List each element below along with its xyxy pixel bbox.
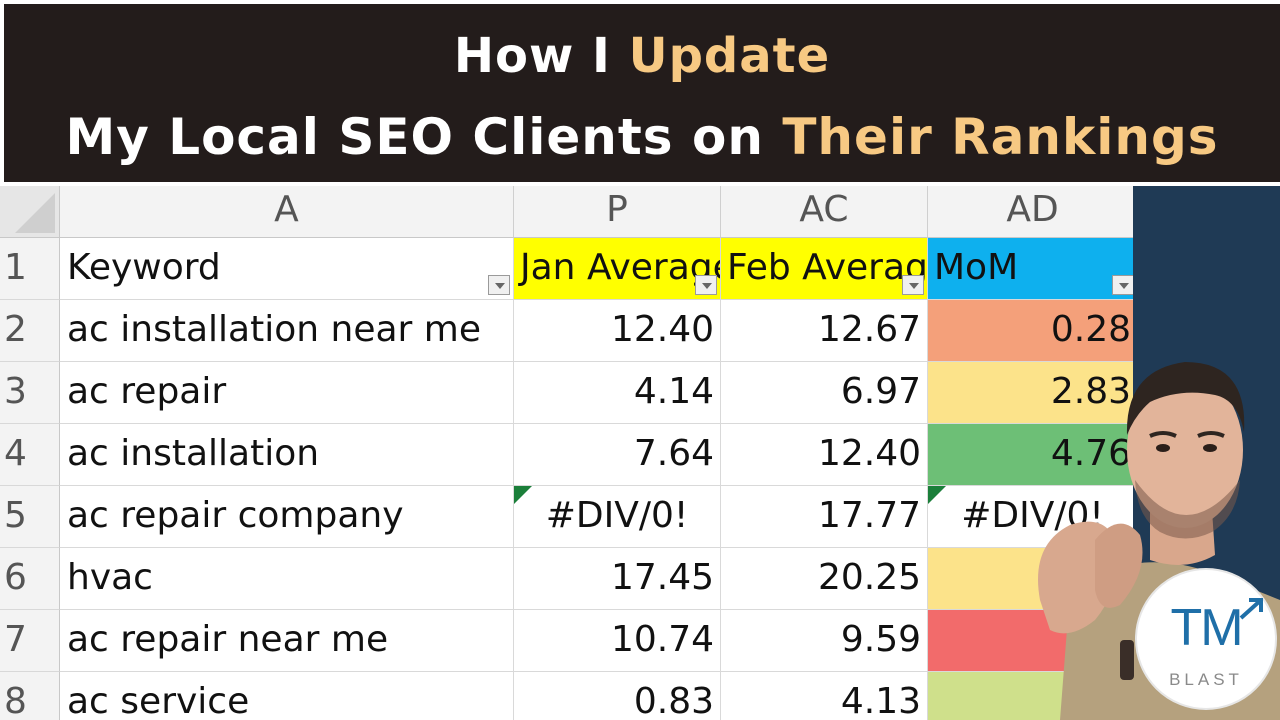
table-cell-keyword[interactable]: ac repair company xyxy=(60,486,514,548)
title-line-1-prefix: How I xyxy=(453,28,629,84)
table-cell-keyword[interactable]: ac service xyxy=(60,672,514,720)
cell-value: 0.28 xyxy=(1050,309,1131,350)
cell-value: 4.76 xyxy=(1050,433,1131,474)
row-header-8[interactable]: 8 xyxy=(0,672,60,720)
logo-word: BLAST xyxy=(1169,670,1243,689)
table-cell-keyword[interactable]: ac repair xyxy=(60,362,514,424)
column-header-ad[interactable]: AD xyxy=(928,186,1133,238)
table-cell-mom[interactable]: 0.28 xyxy=(928,300,1133,362)
cell-value: 17.45 xyxy=(610,557,714,598)
cell-value: 4.14 xyxy=(633,371,714,412)
filter-dropdown-icon[interactable] xyxy=(488,275,510,295)
table-cell-jan[interactable]: 10.74 xyxy=(514,610,721,672)
column-header-a[interactable]: A xyxy=(60,186,514,238)
filter-dropdown-icon[interactable] xyxy=(1112,275,1133,295)
cell-value: 17.77 xyxy=(817,495,921,536)
table-cell-feb[interactable]: 6.97 xyxy=(721,362,928,424)
table-cell-mom[interactable]: 2.83 xyxy=(928,362,1133,424)
cell-value: 7.64 xyxy=(633,433,714,474)
table-cell-mom[interactable]: 4.76 xyxy=(928,424,1133,486)
header-label: Jan Average xyxy=(520,247,721,288)
cell-value: ac installation xyxy=(67,433,320,474)
table-cell-keyword[interactable]: ac repair near me xyxy=(60,610,514,672)
table-cell-jan[interactable]: #DIV/0! xyxy=(514,486,721,548)
cell-value: 2.83 xyxy=(1050,371,1131,412)
table-cell-feb[interactable]: 17.77 xyxy=(721,486,928,548)
table-cell-feb[interactable]: 4.13 xyxy=(721,672,928,720)
row-header-4[interactable]: 4 xyxy=(0,424,60,486)
title-line-2-prefix: My Local SEO Clients on xyxy=(65,108,783,166)
table-cell-keyword[interactable]: ac installation near me xyxy=(60,300,514,362)
cell-value: 6.97 xyxy=(840,371,921,412)
table-cell-feb[interactable]: 20.25 xyxy=(721,548,928,610)
cell-value: 10.74 xyxy=(610,619,714,660)
trend-arrow-icon xyxy=(1239,598,1263,620)
error-indicator-icon xyxy=(928,486,946,504)
cell-value: 12.67 xyxy=(817,309,921,350)
header-cell-ac[interactable]: Feb Average xyxy=(721,238,928,300)
cell-value: ac repair company xyxy=(67,495,404,536)
filter-dropdown-icon[interactable] xyxy=(902,275,924,295)
title-line-2-highlight: Their Rankings xyxy=(782,108,1219,166)
select-all-corner[interactable] xyxy=(0,186,60,238)
cell-value: hvac xyxy=(67,557,153,598)
header-label: Keyword xyxy=(67,247,221,288)
cell-value: 20.25 xyxy=(817,557,921,598)
header-cell-p[interactable]: Jan Average xyxy=(514,238,721,300)
table-cell-jan[interactable]: 17.45 xyxy=(514,548,721,610)
table-cell-jan[interactable]: 12.40 xyxy=(514,300,721,362)
cell-value: ac installation near me xyxy=(67,309,481,350)
row-header-7[interactable]: 7 xyxy=(0,610,60,672)
table-cell-keyword[interactable]: ac installation xyxy=(60,424,514,486)
header-cell-ad[interactable]: MoM xyxy=(928,238,1133,300)
header-cell-a[interactable]: Keyword xyxy=(60,238,514,300)
cell-value: #DIV/0! xyxy=(545,495,689,536)
cell-value: ac repair near me xyxy=(67,619,389,660)
header-label: MoM xyxy=(934,247,1019,288)
cell-value: ac repair xyxy=(67,371,227,412)
cell-value: 9.59 xyxy=(840,619,921,660)
table-cell-feb[interactable]: 12.67 xyxy=(721,300,928,362)
tm-blast-logo: TM BLAST xyxy=(1135,568,1277,710)
select-all-icon xyxy=(15,193,55,233)
cell-value: 12.40 xyxy=(610,309,714,350)
row-header-6[interactable]: 6 xyxy=(0,548,60,610)
column-header-p[interactable]: P xyxy=(514,186,721,238)
cell-value: ac service xyxy=(67,681,250,720)
title-line-1: How I Update xyxy=(4,28,1280,84)
error-indicator-icon xyxy=(514,486,532,504)
title-line-1-highlight: Update xyxy=(628,28,831,84)
table-cell-feb[interactable]: 9.59 xyxy=(721,610,928,672)
table-cell-jan[interactable]: 0.83 xyxy=(514,672,721,720)
column-header-ac[interactable]: AC xyxy=(721,186,928,238)
row-header-5[interactable]: 5 xyxy=(0,486,60,548)
title-line-2: My Local SEO Clients on Their Rankings xyxy=(4,108,1280,166)
table-cell-jan[interactable]: 4.14 xyxy=(514,362,721,424)
header-label: Feb Average xyxy=(727,247,928,288)
table-cell-keyword[interactable]: hvac xyxy=(60,548,514,610)
filter-dropdown-icon[interactable] xyxy=(695,275,717,295)
logo-mark: TM xyxy=(1170,599,1243,657)
spreadsheet-grid: A P AC AD 1 2 3 4 5 6 7 8 Keyword Jan Average Feb Aver… xyxy=(0,186,1133,720)
cell-value: 0.83 xyxy=(633,681,714,720)
table-cell-feb[interactable]: 12.40 xyxy=(721,424,928,486)
cell-value: 12.40 xyxy=(817,433,921,474)
table-cell-jan[interactable]: 7.64 xyxy=(514,424,721,486)
cell-value: 4.13 xyxy=(840,681,921,720)
row-header-2[interactable]: 2 xyxy=(0,300,60,362)
row-header-1[interactable]: 1 xyxy=(0,238,60,300)
row-header-3[interactable]: 3 xyxy=(0,362,60,424)
title-banner: How I Update My Local SEO Clients on The… xyxy=(4,4,1280,182)
